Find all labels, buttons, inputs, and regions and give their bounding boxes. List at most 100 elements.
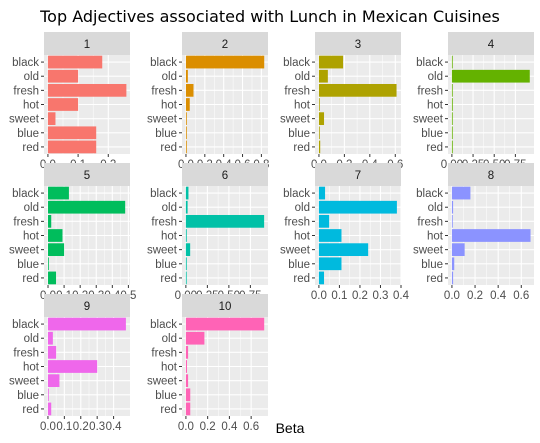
facet-strip [44,163,130,186]
category-label: red [160,273,177,285]
category-label: blue [17,259,39,271]
bar-hot [47,360,98,373]
category-label: sweet [147,114,178,126]
category-label: sweet [9,376,40,388]
bar-fresh [451,214,453,228]
category-label: blue [288,259,310,271]
facet-strip-label: 1 [84,39,90,51]
category-label: blue [155,259,177,271]
facet-strip-label: 4 [488,39,495,51]
category-label: blue [155,128,177,140]
facet-panel-10: 10 0.0 0.2 0.4 0.6 black old fresh hot sweet blue r… [147,294,268,433]
facet-strip-label: 2 [222,39,228,51]
x-tick-label: 0.0 [178,421,194,433]
bar-red [47,140,97,154]
bar-old [185,331,205,345]
category-label: sweet [413,245,444,257]
bar-sweet [47,374,60,388]
facet-strip-label: 8 [488,170,494,182]
facet-strip-label: 10 [219,301,232,313]
category-label: old [295,71,310,83]
category-label: old [162,202,177,214]
bar-black [48,186,69,200]
x-tick-label: 0.4 [106,421,123,433]
bar-fresh [451,83,453,97]
bar-black [318,55,344,69]
bar-blue [451,126,453,140]
x-axis-title: Beta [276,420,305,436]
x-tick-label: 0.3 [89,421,105,433]
bar-sweet [451,243,465,257]
bar-black [185,317,265,331]
x-tick-label: 0.3 [372,290,388,302]
category-label: hot [427,100,444,112]
category-label: fresh [151,85,177,97]
bar-blue [318,126,320,140]
bar-fresh [47,345,57,359]
bar-black [47,55,103,69]
bar-old [451,69,530,83]
x-tick-label: 0.4 [393,290,410,302]
category-label: sweet [280,245,311,257]
category-label: old [24,71,39,83]
bar-red [48,271,57,285]
bar-fresh [318,214,330,228]
category-label: fresh [13,347,39,359]
facet-strip-label: 7 [355,170,361,182]
category-label: fresh [284,216,310,228]
bar-fresh [185,83,194,97]
category-label: hot [161,362,178,374]
category-label: fresh [13,85,39,97]
facet-panel-6: 60.000.250.500.75blackoldfreshhotsweetbl… [147,163,268,302]
category-label: blue [155,390,177,402]
x-tick-label: 0.2 [467,290,483,302]
bar-red [185,271,187,285]
facet-strip [315,163,401,186]
category-label: hot [23,100,40,112]
category-label: fresh [151,216,177,228]
bar-sweet [451,112,453,126]
facet-strip [315,32,401,55]
bar-black [451,186,471,200]
category-label: red [22,273,39,285]
bar-old [47,331,53,345]
facet-strip [44,294,130,317]
bar-red [318,140,321,154]
category-label: sweet [9,114,40,126]
category-label: black [150,188,177,200]
bar-blue [451,257,455,271]
x-tick-label: 0.6 [513,290,529,302]
bar-black [451,55,453,69]
category-label: hot [294,231,311,243]
bar-hot [48,229,63,242]
category-label: sweet [413,114,444,126]
category-label: black [150,57,177,69]
category-label: hot [23,231,40,243]
category-label: hot [23,362,40,374]
bar-red [185,140,187,154]
facet-strip-label: 5 [84,170,90,182]
category-label: sweet [280,114,311,126]
bar-red [318,271,325,285]
bar-old [318,200,397,214]
category-label: hot [161,231,178,243]
bar-sweet [185,374,189,388]
category-label: red [293,142,310,154]
bar-fresh [318,83,397,97]
x-tick-label: 0.4 [221,421,238,433]
facet-strip-label: 9 [84,301,90,313]
x-tick-label: 0.1 [56,421,72,433]
x-tick-label: 0.2 [352,290,368,302]
x-tick-label: 0.6 [243,421,259,433]
category-label: red [293,273,310,285]
category-label: sweet [147,376,178,388]
bar-fresh [185,214,265,228]
bar-red [451,271,454,285]
bar-black [185,186,189,200]
category-label: fresh [284,85,310,97]
bar-hot [185,229,187,242]
bar-sweet [318,112,325,126]
facet-strip [182,163,268,186]
